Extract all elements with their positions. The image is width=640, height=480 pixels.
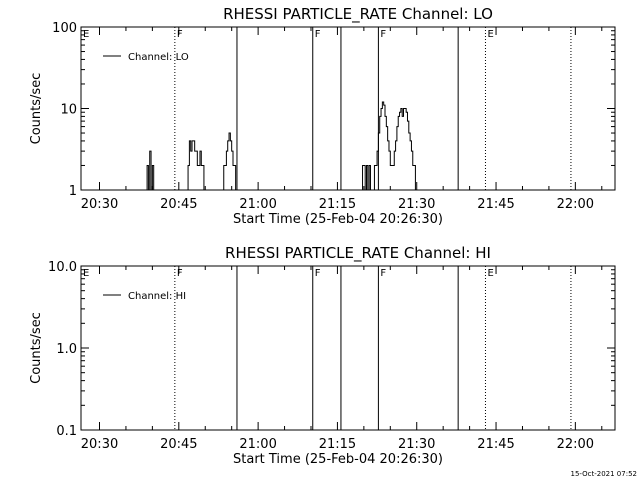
legend-label: Channel: LO (128, 52, 189, 63)
event-marker-label: E (83, 268, 89, 279)
x-tick-label: 22:00 (557, 437, 594, 452)
x-tick-label: 21:45 (477, 437, 514, 452)
x-tick-label: 21:15 (319, 437, 356, 452)
chart-title-2: RHESSI PARTICLE_RATE Channel: HI (225, 244, 491, 263)
event-marker-label: F (177, 268, 183, 279)
x-axis-label: Start Time (25-Feb-04 20:26:30) (233, 452, 443, 467)
y-tick-label: 100 (52, 21, 77, 36)
chart-title-1: RHESSI PARTICLE_RATE Channel: LO (223, 5, 493, 24)
y-tick-label: 0.1 (56, 424, 77, 439)
event-marker-label: F (177, 29, 183, 40)
x-tick-label: 21:00 (239, 437, 276, 452)
x-tick-label: 22:00 (557, 197, 594, 212)
x-axis-label: Start Time (25-Feb-04 20:26:30) (233, 212, 443, 227)
x-tick-label: 20:45 (160, 437, 197, 452)
event-marker-label: F (315, 29, 321, 40)
x-tick-label: 21:30 (398, 437, 435, 452)
event-marker-label: E (83, 29, 89, 40)
event-marker-label: F (315, 268, 321, 279)
x-tick-label: 21:30 (398, 197, 435, 212)
series-line-channello (145, 101, 432, 191)
legend-label: Channel: HI (128, 291, 186, 302)
x-tick-label: 21:15 (319, 197, 356, 212)
y-tick-label: 10.0 (48, 260, 77, 275)
event-marker-label: F (380, 29, 386, 40)
event-marker-label: F (380, 268, 386, 279)
y-tick-label: 1 (69, 184, 77, 199)
y-tick-label: 10 (60, 103, 77, 118)
event-marker-label: E (487, 268, 493, 279)
y-tick-label: 1.0 (56, 342, 77, 357)
x-tick-label: 20:30 (81, 197, 118, 212)
x-tick-label: 20:45 (160, 197, 197, 212)
event-marker-label: E (487, 29, 493, 40)
generation-timestamp: 15-Oct-2021 07:52 (570, 470, 637, 478)
y-axis-label: Counts/sec (29, 312, 44, 384)
x-tick-label: 20:30 (81, 437, 118, 452)
y-axis-label: Counts/sec (29, 73, 44, 145)
x-tick-label: 21:00 (239, 197, 276, 212)
x-tick-label: 21:45 (477, 197, 514, 212)
